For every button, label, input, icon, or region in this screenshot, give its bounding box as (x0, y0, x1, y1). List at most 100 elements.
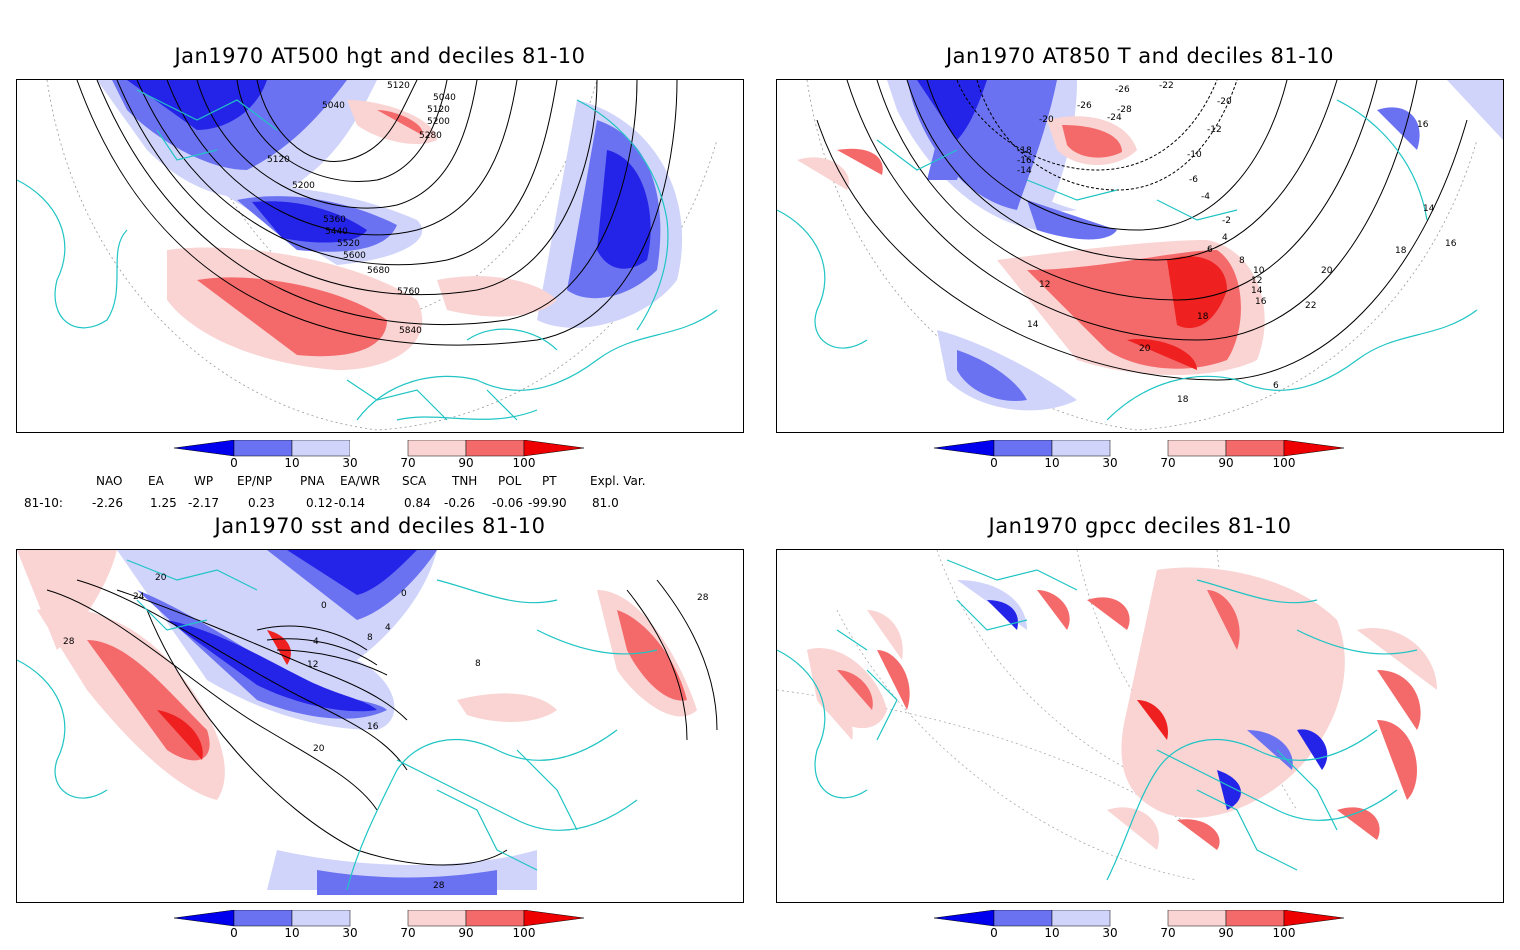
index-value: -99.90 (528, 496, 567, 510)
contour-label: 5120 (267, 155, 290, 165)
index-header: PT (542, 474, 557, 488)
index-value: -0.26 (444, 496, 476, 510)
index-value: -2.26 (92, 496, 124, 510)
contour-label: 22 (1305, 301, 1316, 311)
contour-label: -6 (1189, 175, 1198, 185)
contour-label: 4 (1222, 233, 1228, 243)
contour-label: -12 (1207, 125, 1222, 135)
colorbar-tick: 10 (1044, 456, 1060, 470)
contour-label: 5120 (427, 105, 450, 115)
contour-label: 5040 (433, 93, 456, 103)
colorbar-tick: 100 (1272, 926, 1296, 940)
colorbar-tick: 0 (230, 926, 238, 940)
index-value: 1.25 (150, 496, 177, 510)
contour-label: -10 (1187, 150, 1202, 160)
index-header: PNA (300, 474, 325, 488)
index-value: 81.0 (592, 496, 619, 510)
contour-label: 5200 (292, 181, 315, 191)
colorbar-t850-svg (933, 439, 1345, 457)
index-value: 0.23 (248, 496, 275, 510)
map-t850: -26 -22 -26 -20 -18 -16 -14 -12 -20 -24 … (776, 79, 1504, 433)
contour-label: 14 (1423, 204, 1435, 214)
contour-label: 5600 (343, 251, 366, 261)
contour-label: 5360 (323, 215, 346, 225)
map-hgt500-svg: 5040 5120 5040 5120 5200 5280 5120 5200 … (17, 80, 718, 431)
index-header: EA (148, 474, 164, 488)
contour-label: 12 (307, 660, 318, 670)
panel-title-sst: Jan1970 sst and deciles 81-10 (214, 514, 546, 538)
colorbar-sst: 0 10 30 70 90 100 (173, 909, 586, 950)
contour-label: 12 (1039, 280, 1050, 290)
index-header: SCA (402, 474, 427, 488)
colorbar-gpcc: 0 10 30 70 90 100 (933, 909, 1346, 950)
contour-label: 10 (1253, 266, 1265, 276)
contour-label: -2 (1222, 216, 1231, 226)
contour-label: 5680 (367, 266, 390, 276)
contour-label: -14 (1017, 166, 1032, 176)
contour-label: 18 (1177, 395, 1189, 405)
contour-label: 4 (313, 637, 319, 647)
map-t850-svg: -26 -22 -26 -20 -18 -16 -14 -12 -20 -24 … (777, 80, 1503, 431)
colorbar-tick: 30 (1102, 926, 1118, 940)
colorbar-tick: 100 (512, 926, 536, 940)
colorbar-hgt500: 0 10 30 70 90 100 (173, 439, 586, 480)
colorbar-tick: 10 (284, 926, 300, 940)
colorbar-tick: 100 (1272, 456, 1296, 470)
colorbar-tick: 70 (400, 456, 416, 470)
contour-label: -26 (1077, 101, 1092, 111)
contour-label: 28 (697, 593, 709, 603)
contour-label: 18 (1395, 246, 1407, 256)
contour-label: 20 (155, 573, 167, 583)
contour-label: 5120 (387, 81, 410, 91)
contour-label: 12 (1251, 276, 1262, 286)
contour-label: 18 (1197, 312, 1209, 322)
gpcc-shading (807, 567, 1437, 850)
contour-label: 5280 (419, 131, 442, 141)
colorbar-tick: 100 (512, 456, 536, 470)
colorbar-tick: 10 (1044, 926, 1060, 940)
contour-label: -20 (1039, 115, 1054, 125)
contour-label: 14 (1027, 320, 1039, 330)
index-value: -0.06 (492, 496, 524, 510)
colorbar-tick: 0 (230, 456, 238, 470)
index-header: Expl. Var. (590, 474, 646, 488)
contour-label: 24 (133, 592, 145, 602)
contour-label: 5440 (325, 227, 348, 237)
contour-label: 16 (367, 722, 379, 732)
colorbar-tick: 70 (400, 926, 416, 940)
contour-label: 5040 (322, 101, 345, 111)
contour-label: -20 (1217, 97, 1232, 107)
contour-label: 5200 (427, 117, 450, 127)
contour-label: -24 (1107, 113, 1122, 123)
contour-label: 6 (1207, 245, 1213, 255)
colorbar-tick: 90 (458, 926, 474, 940)
colorbar-tick: 10 (284, 456, 300, 470)
colorbar-tick: 0 (990, 456, 998, 470)
panel-title-gpcc: Jan1970 gpcc deciles 81-10 (988, 514, 1292, 538)
colorbar-gpcc-svg (933, 909, 1345, 927)
index-value: -2.17 (188, 496, 220, 510)
index-header: WP (194, 474, 214, 488)
contour-label: 0 (321, 601, 327, 611)
index-header: EA/WR (340, 474, 381, 488)
colorbar-tick: 30 (342, 456, 358, 470)
contour-label: -4 (1201, 192, 1210, 202)
contour-label: 8 (367, 633, 373, 643)
contour-label: 5520 (337, 239, 360, 249)
map-sst-svg: 20 24 28 0 4 8 12 16 20 28 4 0 8 28 (17, 550, 718, 895)
colorbar-tick: 30 (1102, 456, 1118, 470)
colorbar-tick: 90 (458, 456, 474, 470)
contour-label: 6 (1273, 381, 1279, 391)
index-header: NAO (96, 474, 123, 488)
panel-title-t850: Jan1970 AT850 T and deciles 81-10 (945, 44, 1335, 68)
contour-label: 8 (1239, 256, 1245, 266)
contour-label: 28 (433, 881, 445, 891)
contour-label: 20 (313, 744, 325, 754)
contour-label: 4 (385, 623, 391, 633)
contour-label: 16 (1417, 120, 1429, 130)
contour-label: 20 (1321, 266, 1333, 276)
contour-label: 14 (1251, 286, 1263, 296)
map-sst: 20 24 28 0 4 8 12 16 20 28 4 0 8 28 (16, 549, 744, 903)
colorbar-t850: 0 10 30 70 90 100 (933, 439, 1346, 480)
index-row-label: 81-10: (24, 496, 63, 510)
